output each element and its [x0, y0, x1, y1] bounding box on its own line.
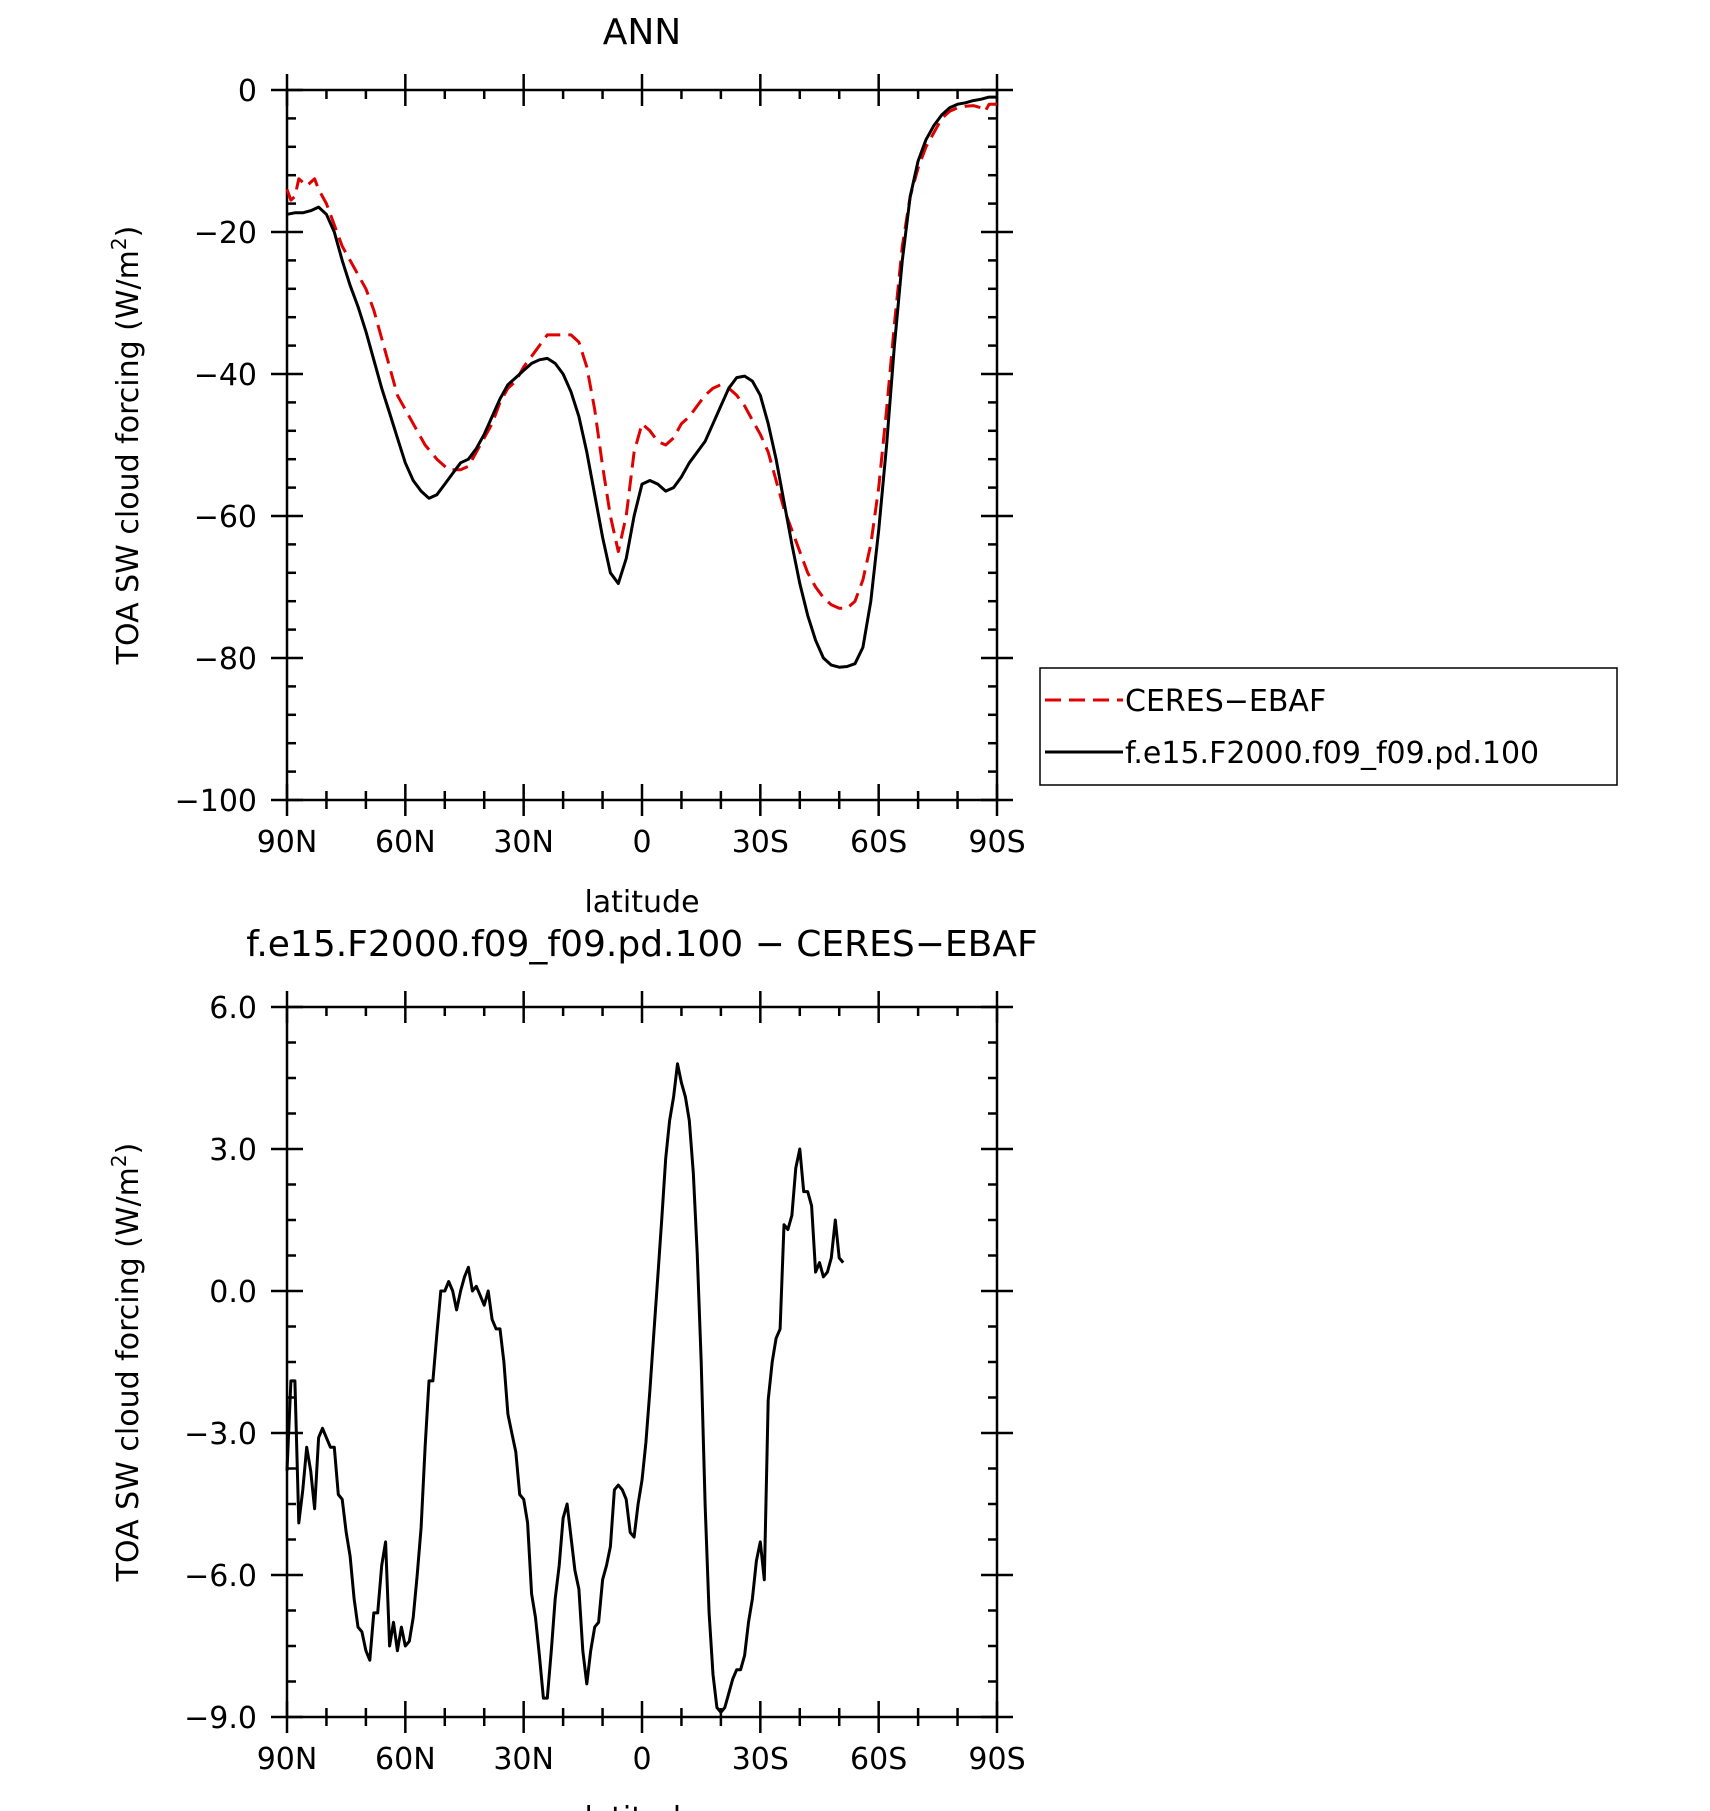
- legend-label: CERES−EBAF: [1125, 684, 1326, 719]
- x-tick-label: 30N: [493, 825, 554, 860]
- y-tick-label: −80: [194, 642, 257, 677]
- x-tick-label: 30S: [732, 1742, 789, 1777]
- y-axis-label-main: TOA SW cloud forcing (W/m: [111, 250, 146, 665]
- chart-difference: f.e15.F2000.f09_f09.pd.100 − CERES−EBAF 9…: [107, 924, 1038, 1811]
- y-tick-label: 3.0: [209, 1133, 257, 1168]
- x-tick-label: 90N: [257, 825, 318, 860]
- x-tick-label: 60S: [850, 1742, 907, 1777]
- y-tick-label: −100: [175, 784, 257, 819]
- x-tick-label: 0: [632, 825, 651, 860]
- y-tick-label: −6.0: [184, 1559, 257, 1594]
- x-axis-label: latitude: [584, 885, 699, 920]
- x-tick-label: 30S: [732, 825, 789, 860]
- y-axis-label: TOA SW cloud forcing (W/m2): [107, 226, 146, 666]
- x-tick-label: 60N: [375, 825, 436, 860]
- legend-label: f.e15.F2000.f09_f09.pd.100: [1125, 736, 1539, 771]
- x-tick-label: 90S: [968, 1742, 1025, 1777]
- chart-title: f.e15.F2000.f09_f09.pd.100 − CERES−EBAF: [246, 924, 1037, 965]
- series-line-observations: [285, 102, 997, 610]
- x-axis-label: latitude: [584, 1801, 699, 1811]
- legend: CERES−EBAF f.e15.F2000.f09_f09.pd.100: [1039, 667, 1618, 786]
- y-tick-label: 0.0: [209, 1275, 257, 1310]
- y-axis-label-superscript: 2: [107, 1154, 131, 1167]
- y-tick-label: −40: [194, 358, 257, 393]
- chart-annual-zonal-mean: ANN 90N 60N 30N 0 30S 60S 90S 0 −20 −40 −60 −80 −100 l…: [107, 12, 1026, 920]
- y-tick-label: −20: [194, 216, 257, 251]
- legend-box: [1039, 667, 1618, 786]
- plot-frame: [285, 88, 999, 802]
- plot-frame: [285, 1005, 999, 1719]
- y-axis-label-main: TOA SW cloud forcing (W/m: [111, 1167, 146, 1582]
- y-axis-label-close: ): [111, 226, 146, 238]
- y-axis-label: TOA SW cloud forcing (W/m2): [107, 1143, 146, 1583]
- y-tick-label: −9.0: [184, 1701, 257, 1736]
- chart-title: ANN: [603, 12, 682, 53]
- y-tick-label: 0: [238, 74, 257, 109]
- x-tick-label: 0: [632, 1742, 651, 1777]
- x-tick-label: 30N: [493, 1742, 554, 1777]
- y-tick-label: −3.0: [184, 1417, 257, 1452]
- y-axis-label-close: ): [111, 1143, 146, 1155]
- y-tick-label: 6.0: [209, 991, 257, 1026]
- x-tick-label: 90S: [968, 825, 1025, 860]
- x-tick-label: 90N: [257, 1742, 318, 1777]
- series-line-difference: [285, 1062, 845, 1714]
- x-tick-label: 60N: [375, 1742, 436, 1777]
- y-tick-label: −60: [194, 500, 257, 535]
- series-line-model: [286, 95, 997, 669]
- x-tick-label: 60S: [850, 825, 907, 860]
- y-axis-label-superscript: 2: [107, 237, 131, 250]
